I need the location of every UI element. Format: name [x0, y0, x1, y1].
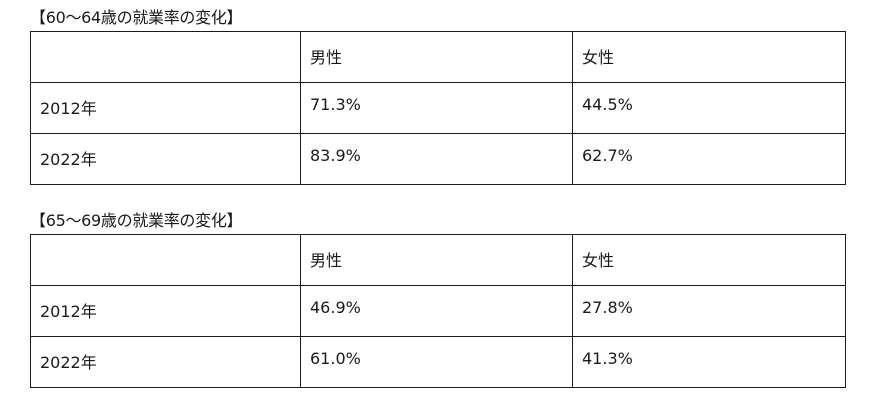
employment-rate-table-60-64: 男性 女性 2012年 71.3% 44.5% 2022年 83.9% 62.7… [30, 31, 846, 185]
male-rate-cell: 46.9% [300, 285, 573, 337]
table-row: 2012年 46.9% 27.8% [30, 285, 846, 337]
year-cell: 2012年 [30, 285, 301, 337]
table-row: 2012年 71.3% 44.5% [30, 82, 846, 134]
table-header-row: 男性 女性 [30, 31, 846, 83]
section-title-65-69: 【65～69歳の就業率の変化】 [30, 211, 243, 230]
year-cell: 2022年 [30, 133, 301, 185]
header-cell-female: 女性 [572, 31, 846, 83]
female-rate-cell: 41.3% [572, 336, 846, 388]
header-cell-male: 男性 [300, 234, 573, 286]
male-rate-cell: 71.3% [300, 82, 573, 134]
header-cell-empty [30, 31, 301, 83]
female-rate-cell: 27.8% [572, 285, 846, 337]
header-cell-female: 女性 [572, 234, 846, 286]
year-cell: 2012年 [30, 82, 301, 134]
employment-rate-table-65-69: 男性 女性 2012年 46.9% 27.8% 2022年 61.0% 41.3… [30, 234, 846, 388]
female-rate-cell: 62.7% [572, 133, 846, 185]
table-row: 2022年 61.0% 41.3% [30, 336, 846, 388]
header-cell-male: 男性 [300, 31, 573, 83]
section-title-60-64: 【60～64歳の就業率の変化】 [30, 8, 243, 27]
header-cell-empty [30, 234, 301, 286]
table-row: 2022年 83.9% 62.7% [30, 133, 846, 185]
female-rate-cell: 44.5% [572, 82, 846, 134]
year-cell: 2022年 [30, 336, 301, 388]
male-rate-cell: 83.9% [300, 133, 573, 185]
male-rate-cell: 61.0% [300, 336, 573, 388]
table-header-row: 男性 女性 [30, 234, 846, 286]
